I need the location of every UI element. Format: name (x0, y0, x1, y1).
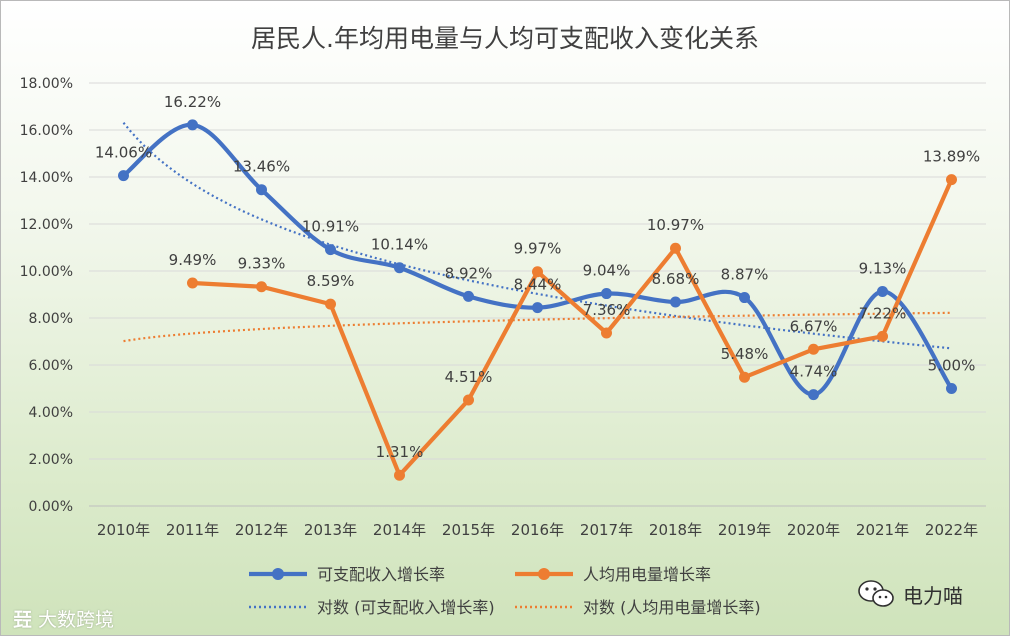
x-tick-label: 2017年 (580, 521, 633, 539)
y-tick-label: 18.00% (20, 76, 73, 92)
x-tick-label: 2013年 (304, 521, 357, 539)
data-point-electricity (601, 327, 612, 339)
x-tick-label: 2022年 (925, 521, 978, 539)
data-label-income: 8.44% (514, 276, 562, 294)
y-tick-label: 8.00% (29, 311, 73, 327)
data-point-income (532, 302, 543, 314)
data-label-income: 10.14% (371, 236, 428, 254)
data-point-income (739, 292, 750, 304)
data-label-electricity: 1.31% (376, 443, 424, 461)
y-tick-label: 0.00% (29, 499, 73, 515)
data-label-electricity: 9.49% (169, 251, 217, 269)
data-label-electricity: 4.51% (445, 368, 493, 386)
data-label-income: 8.87% (721, 266, 769, 284)
data-label-income: 8.68% (652, 270, 700, 288)
y-tick-label: 10.00% (20, 264, 73, 280)
data-point-income (877, 285, 888, 297)
data-point-income (946, 383, 957, 394)
data-label-electricity: 7.22% (859, 304, 907, 322)
data-label-income: 16.22% (164, 93, 221, 111)
legend-electricity-marker (538, 568, 550, 580)
y-tick-label: 4.00% (29, 405, 73, 421)
chart-title: 居民人.年均用电量与人均可支配收入变化关系 (251, 24, 759, 53)
data-point-income (394, 262, 405, 274)
x-tick-label: 2012年 (235, 521, 288, 539)
data-point-income (118, 170, 129, 182)
data-label-income: 14.06% (95, 144, 152, 162)
data-point-electricity (394, 469, 405, 481)
data-point-income (670, 296, 681, 308)
y-tick-label: 12.00% (20, 217, 73, 233)
data-label-income: 9.13% (859, 259, 907, 277)
data-label-income: 9.04% (583, 262, 631, 280)
watermark-left-text: 大数跨境 (38, 609, 115, 631)
data-label-income: 10.91% (302, 218, 359, 236)
data-point-electricity (877, 330, 888, 342)
data-point-electricity (187, 277, 198, 289)
data-point-electricity (256, 281, 267, 293)
x-tick-label: 2019年 (718, 521, 771, 539)
legend-income-label: 可支配收入增长率 (317, 565, 445, 584)
data-label-electricity: 8.59% (307, 272, 355, 290)
y-tick-label: 16.00% (20, 123, 73, 139)
y-tick-label: 14.00% (20, 170, 73, 186)
x-tick-label: 2015年 (442, 521, 495, 539)
watermark-right: 电力喵 (857, 579, 963, 609)
x-tick-label: 2014年 (373, 521, 426, 539)
data-label-electricity: 13.89% (923, 148, 980, 166)
x-tick-label: 2016年 (511, 521, 564, 539)
x-tick-label: 2010年 (97, 521, 150, 539)
data-point-electricity (946, 174, 957, 186)
data-point-electricity (670, 242, 681, 254)
data-point-electricity (739, 371, 750, 383)
watermark-logo-icon: 㠭 (13, 609, 33, 631)
data-label-electricity: 9.97% (514, 240, 562, 258)
data-label-electricity: 9.33% (238, 255, 286, 273)
trendline-income (122, 122, 952, 350)
legend-trend-income-label: 对数 (可支配收入增长率) (317, 598, 495, 617)
data-point-income (601, 288, 612, 300)
x-tick-label: 2018年 (649, 521, 702, 539)
legend-electricity-label: 人均用电量增长率 (583, 565, 711, 584)
legend-income-marker (272, 568, 284, 580)
data-label-income: 5.00% (928, 357, 976, 375)
data-label-electricity: 7.36% (583, 301, 631, 319)
data-point-income (256, 184, 267, 196)
y-tick-label: 2.00% (29, 452, 73, 468)
data-label-electricity: 6.67% (790, 317, 838, 335)
x-tick-label: 2021年 (856, 521, 909, 539)
data-point-electricity (325, 298, 336, 310)
trendline-electricity (123, 311, 952, 343)
watermark-left: 㠭大数跨境 (13, 605, 114, 632)
watermark-right-text: 电力喵 (903, 583, 963, 608)
x-tick-label: 2020年 (787, 521, 840, 539)
data-point-income (325, 244, 336, 256)
legend-trend-electricity-label: 对数 (人均用电量增长率) (583, 598, 761, 617)
data-label-electricity: 5.48% (721, 345, 769, 363)
data-label-income: 4.74% (790, 363, 838, 381)
data-label-electricity: 10.97% (647, 216, 704, 234)
data-point-electricity (808, 343, 819, 355)
series-line-electricity (190, 177, 954, 478)
wechat-icon (858, 580, 894, 607)
data-label-income: 13.46% (233, 158, 290, 176)
data-point-electricity (532, 266, 543, 278)
data-point-electricity (463, 394, 474, 406)
data-label-income: 8.92% (445, 264, 493, 282)
y-tick-label: 6.00% (29, 358, 73, 374)
data-point-income (808, 389, 819, 401)
data-point-income (187, 119, 198, 131)
x-tick-label: 2011年 (166, 521, 219, 539)
data-point-income (463, 290, 474, 302)
